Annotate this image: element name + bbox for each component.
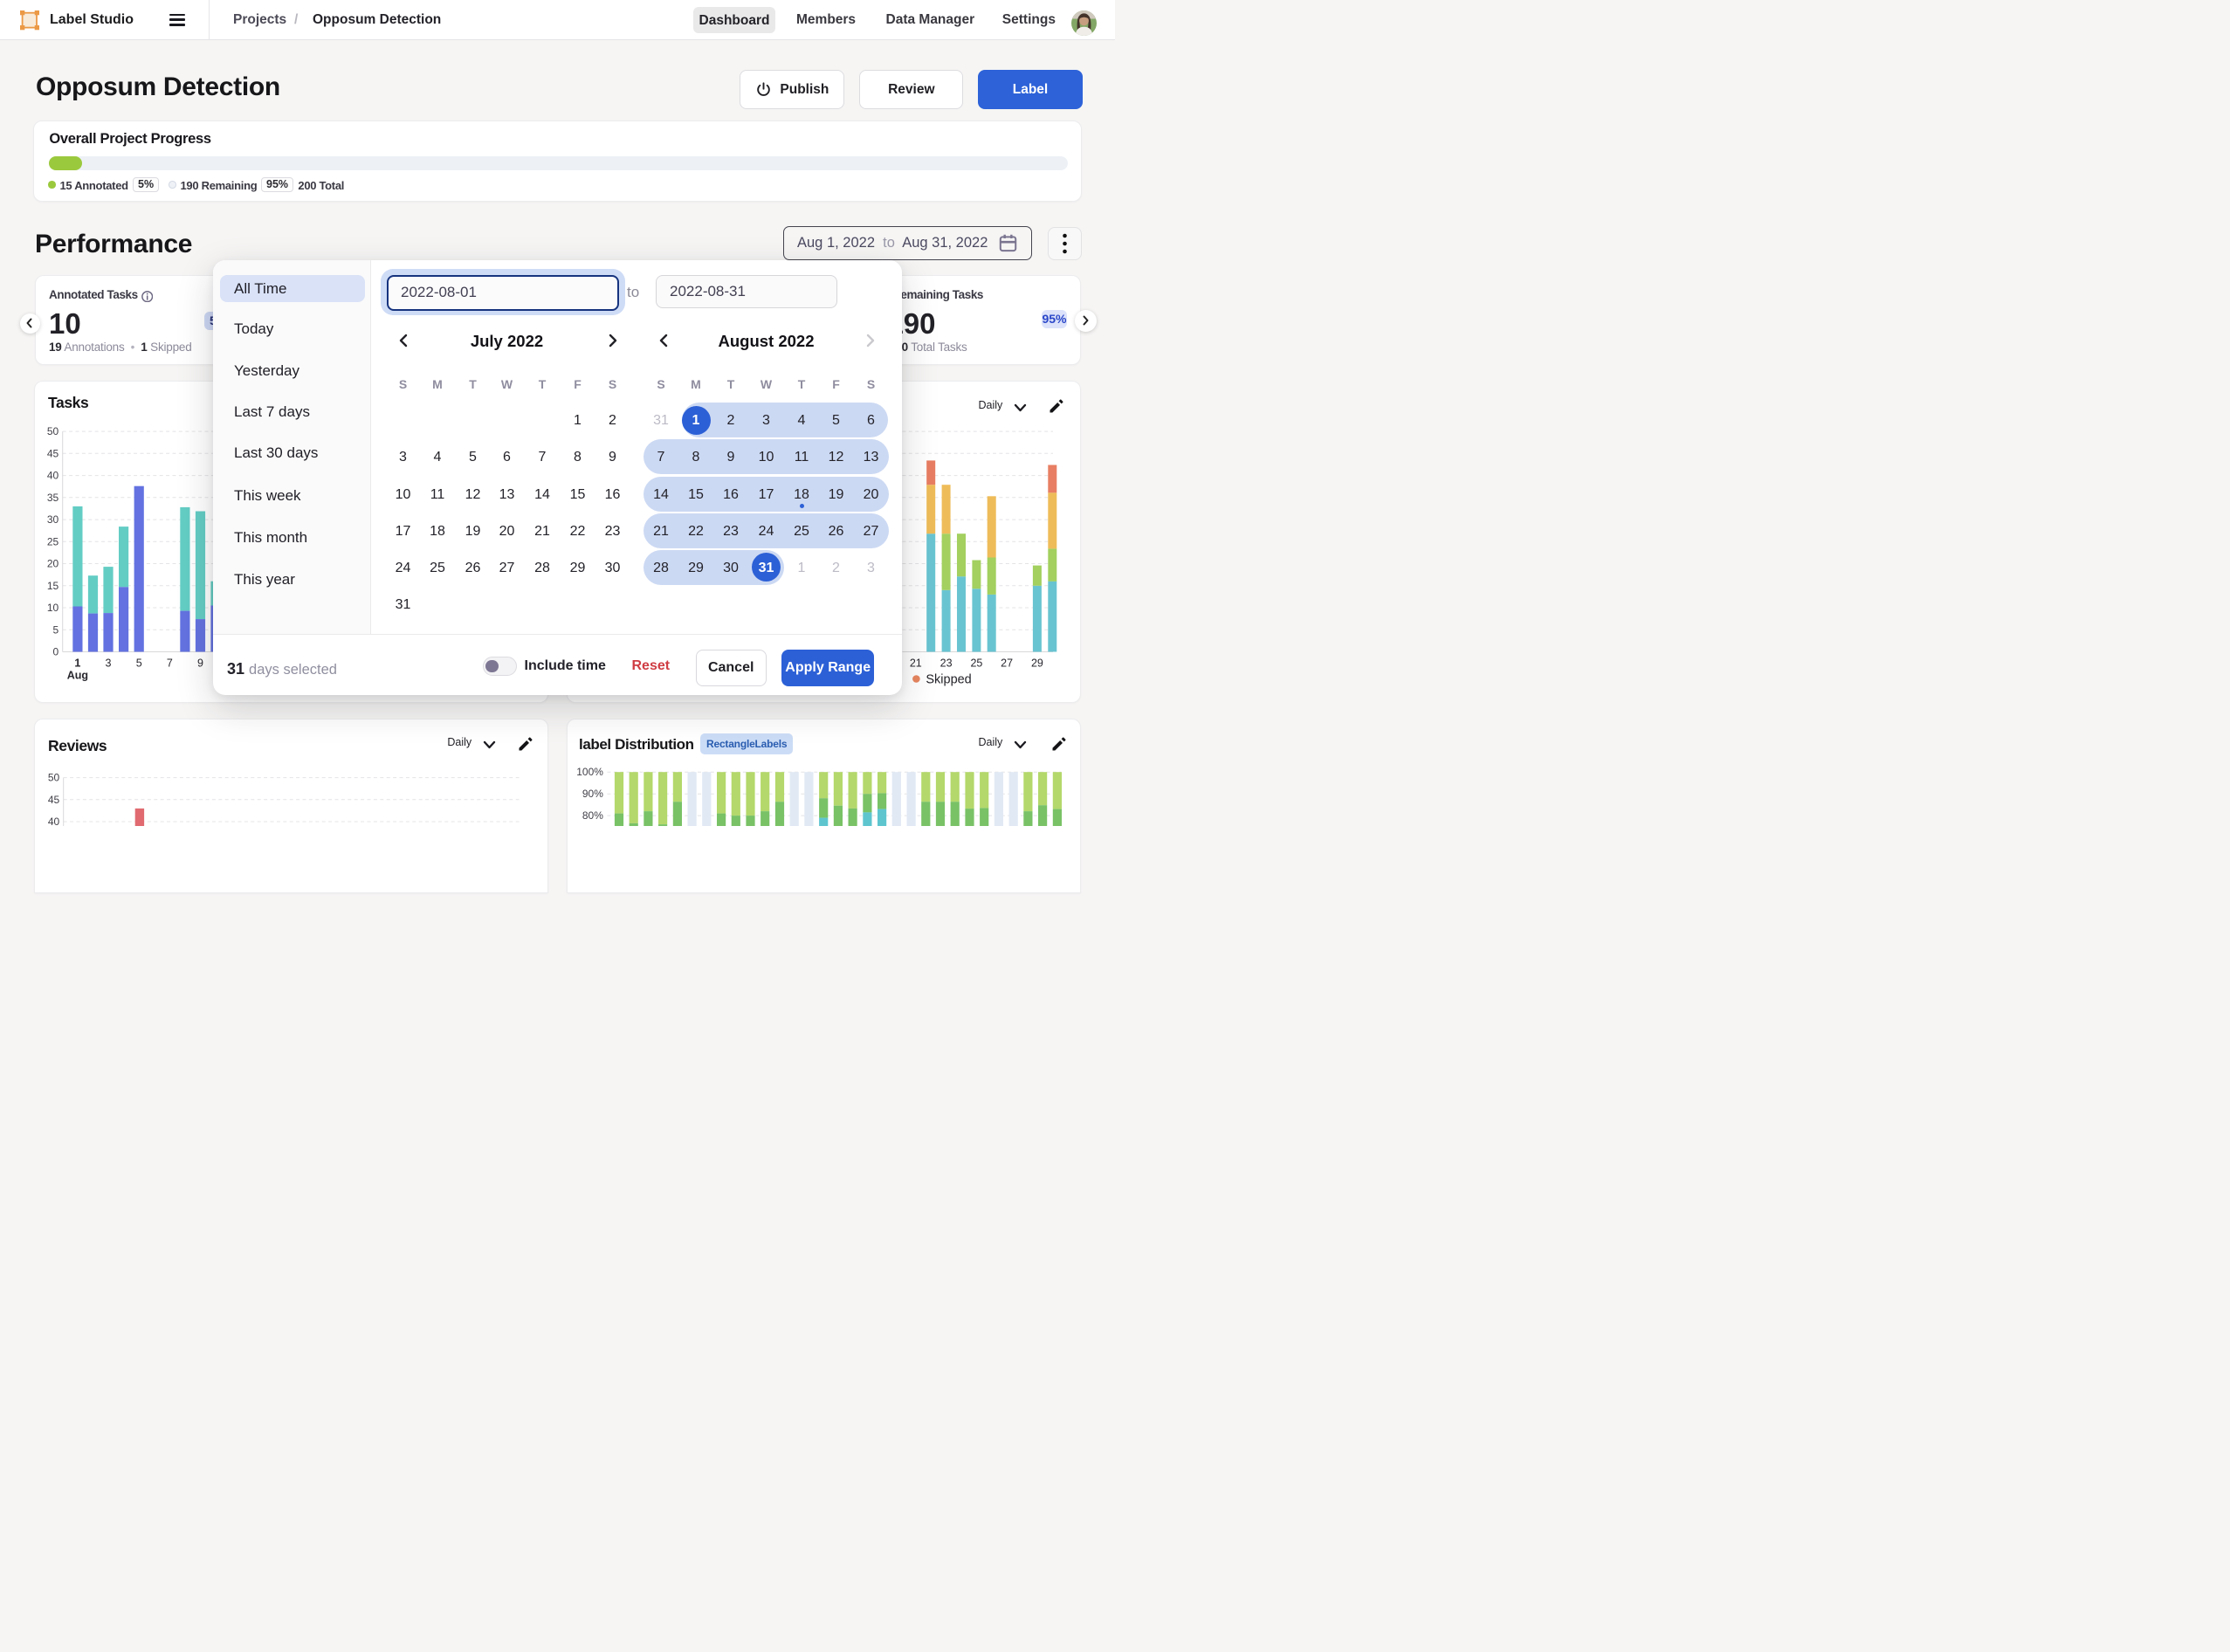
svg-text:Skipped: Skipped — [926, 672, 971, 686]
svg-text:35: 35 — [47, 491, 59, 503]
svg-text:5: 5 — [136, 657, 142, 669]
svg-text:45: 45 — [48, 794, 60, 806]
svg-text:90%: 90% — [582, 788, 602, 800]
svg-text:9: 9 — [197, 657, 203, 669]
svg-text:40: 40 — [47, 469, 59, 481]
svg-text:50: 50 — [48, 772, 60, 784]
svg-text:1: 1 — [75, 657, 81, 669]
svg-text:30: 30 — [47, 513, 59, 526]
svg-text:40: 40 — [48, 816, 60, 826]
svg-text:7: 7 — [167, 657, 173, 669]
svg-text:25: 25 — [47, 535, 59, 547]
svg-text:50: 50 — [47, 425, 59, 437]
svg-text:29: 29 — [1031, 657, 1043, 669]
svg-text:21: 21 — [909, 657, 921, 669]
svg-text:5: 5 — [53, 623, 59, 636]
svg-text:20: 20 — [47, 557, 59, 569]
svg-text:100%: 100% — [576, 766, 603, 778]
svg-text:45: 45 — [47, 447, 59, 459]
svg-text:25: 25 — [970, 657, 982, 669]
svg-text:0: 0 — [53, 645, 59, 657]
svg-text:3: 3 — [106, 657, 112, 669]
svg-text:80%: 80% — [582, 809, 602, 822]
svg-text:15: 15 — [47, 579, 59, 591]
svg-text:10: 10 — [47, 602, 59, 614]
svg-text:23: 23 — [939, 657, 952, 669]
svg-text:Aug: Aug — [67, 669, 88, 681]
svg-text:27: 27 — [1001, 657, 1013, 669]
